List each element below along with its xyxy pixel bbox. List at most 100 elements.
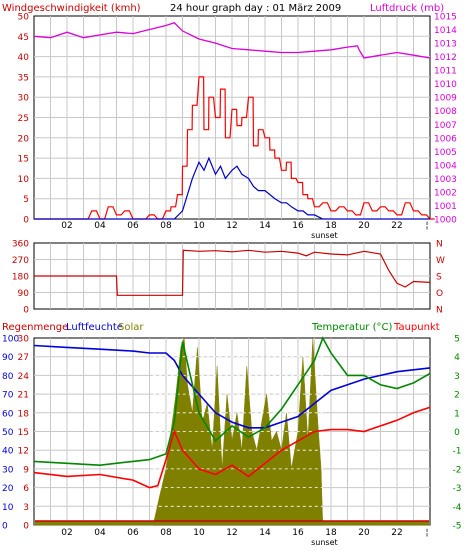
direction-y-tick: 360 — [12, 240, 29, 250]
humidity-y-tick: 60 — [2, 409, 14, 419]
pressure-y-tick-labels: 1000 1001 1002 1003 1004 1005 1006 1007 1008 1009… — [434, 13, 457, 226]
x-tick-label: 02 — [61, 528, 72, 538]
x-tick-label: 14 — [259, 528, 271, 538]
compass-tick: N — [436, 306, 443, 316]
wind-y-tick: 5 — [23, 195, 29, 205]
wind-x-tick-labels: 02 04 06 08 10 12 14 16 18 20 22 ¦ — [61, 221, 428, 231]
pressure-y-tick: 1001 — [434, 202, 457, 212]
rain-y-tick: 9 — [23, 465, 29, 475]
pressure-y-tick: 1002 — [434, 188, 457, 198]
wind-y-tick: 45 — [18, 33, 29, 43]
wind-y-tick: 10 — [18, 175, 30, 185]
x-tick-label: 18 — [325, 528, 337, 538]
rain-y-tick: 15 — [18, 428, 29, 438]
x-tick-label: 10 — [193, 221, 205, 231]
rain-y-tick: 21 — [18, 391, 29, 401]
wind-y-tick: 50 — [18, 13, 30, 23]
x-tick-label: 14 — [259, 221, 271, 231]
pressure-y-tick: 1004 — [434, 161, 457, 171]
humidity-y-tick: 20 — [2, 484, 14, 494]
direction-series — [34, 249, 431, 296]
pressure-axis-label: Luftdruck (mb) — [370, 3, 444, 14]
x-tick-label: 22 — [391, 528, 402, 538]
pressure-y-tick: 1003 — [434, 175, 457, 185]
temperature-y-tick: -2 — [453, 465, 462, 475]
wind-y-tick: 15 — [18, 155, 29, 165]
humidity-y-tick: 0 — [2, 522, 8, 532]
rain-y-tick: 24 — [18, 372, 30, 382]
wind-gust-line — [34, 76, 435, 220]
rain-y-tick: 3 — [23, 503, 29, 513]
rain-y-tick: 12 — [18, 447, 29, 457]
wind-y-tick: 30 — [18, 94, 30, 104]
direction-y-tick: 0 — [23, 306, 29, 316]
direction-y-tick: 90 — [18, 289, 30, 299]
compass-tick: W — [436, 256, 445, 266]
direction-y-tick-labels: 0 90 180 270 360 — [12, 240, 29, 316]
sunset-label-bottom: sunset — [311, 538, 338, 547]
wind-direction-line — [34, 249, 431, 296]
temperature-y-tick: -1 — [453, 447, 462, 457]
pressure-y-tick: 1013 — [434, 40, 457, 50]
pressure-y-tick: 1010 — [434, 80, 457, 90]
rain-y-tick: 6 — [23, 484, 29, 494]
rain-y-tick: 0 — [23, 522, 29, 532]
chart-title: 24 hour graph day : 01 März 2009 — [170, 3, 341, 14]
compass-tick: S — [436, 273, 442, 283]
x-tick-end: ¦ — [425, 528, 428, 538]
x-tick-label: 08 — [160, 528, 172, 538]
legend-humidity: Luftfeuchte — [66, 322, 123, 333]
pressure-y-tick: 1014 — [434, 26, 457, 36]
x-tick-label: 22 — [391, 221, 402, 231]
wind-axis-label: Windgeschwindigkeit (kmh) — [2, 3, 141, 14]
legend-temperature: Temperatur (°C) — [311, 322, 392, 333]
pressure-y-tick: 1005 — [434, 148, 457, 158]
pressure-line — [33, 22, 431, 59]
humidity-y-tick: 70 — [2, 391, 14, 401]
wind-y-tick: 25 — [18, 114, 29, 124]
wind-y-tick: 0 — [23, 216, 29, 226]
x-tick-label: 02 — [61, 221, 72, 231]
temperature-y-tick: 1 — [454, 409, 460, 419]
humidity-y-tick: 30 — [2, 465, 14, 475]
humidity-y-tick: 50 — [2, 428, 14, 438]
wind-y-tick: 40 — [18, 53, 30, 63]
wind-average-line — [34, 156, 430, 220]
temperature-y-tick: 3 — [454, 372, 460, 382]
x-tick-end: ¦ — [425, 221, 428, 231]
sunset-label-top: sunset — [311, 231, 338, 240]
temperature-y-tick: 0 — [454, 428, 460, 438]
pressure-y-tick: 1009 — [434, 94, 457, 104]
humidity-y-tick: 10 — [2, 503, 14, 513]
x-tick-label: 12 — [226, 221, 237, 231]
pressure-y-tick: 1011 — [434, 67, 457, 77]
dewpoint-line — [33, 406, 431, 489]
rain-y-tick: 18 — [18, 409, 30, 419]
rain-y-tick: 27 — [18, 353, 29, 363]
x-tick-label: 20 — [358, 528, 370, 538]
rain-y-tick: 30 — [18, 335, 30, 345]
pressure-y-tick: 1008 — [434, 107, 457, 117]
compass-tick: O — [436, 289, 443, 299]
wind-y-tick: 35 — [18, 73, 29, 83]
temperature-y-tick: 4 — [454, 353, 460, 363]
temperature-y-tick: 5 — [454, 335, 460, 345]
pressure-y-tick: 1000 — [434, 216, 457, 226]
x-tick-label: 12 — [226, 528, 237, 538]
rain-y-tick-labels: 0 3 6 9 12 15 18 21 24 27 30 — [18, 335, 30, 532]
wind-y-tick: 20 — [18, 134, 30, 144]
wind-y-tick-labels: 0 5 10 15 20 25 30 35 40 45 50 — [18, 13, 30, 226]
x-tick-label: 04 — [94, 528, 106, 538]
pressure-y-tick: 1012 — [434, 53, 457, 63]
humidity-y-tick: 90 — [2, 353, 14, 363]
x-tick-label: 20 — [358, 221, 370, 231]
pressure-y-tick: 1007 — [434, 121, 457, 131]
legend-rain: Regenmenge — [2, 322, 68, 333]
rain-baseline-band — [35, 521, 429, 525]
climate-series — [33, 336, 431, 526]
humidity-y-tick: 100 — [2, 335, 19, 345]
pressure-y-tick: 1015 — [434, 13, 457, 23]
